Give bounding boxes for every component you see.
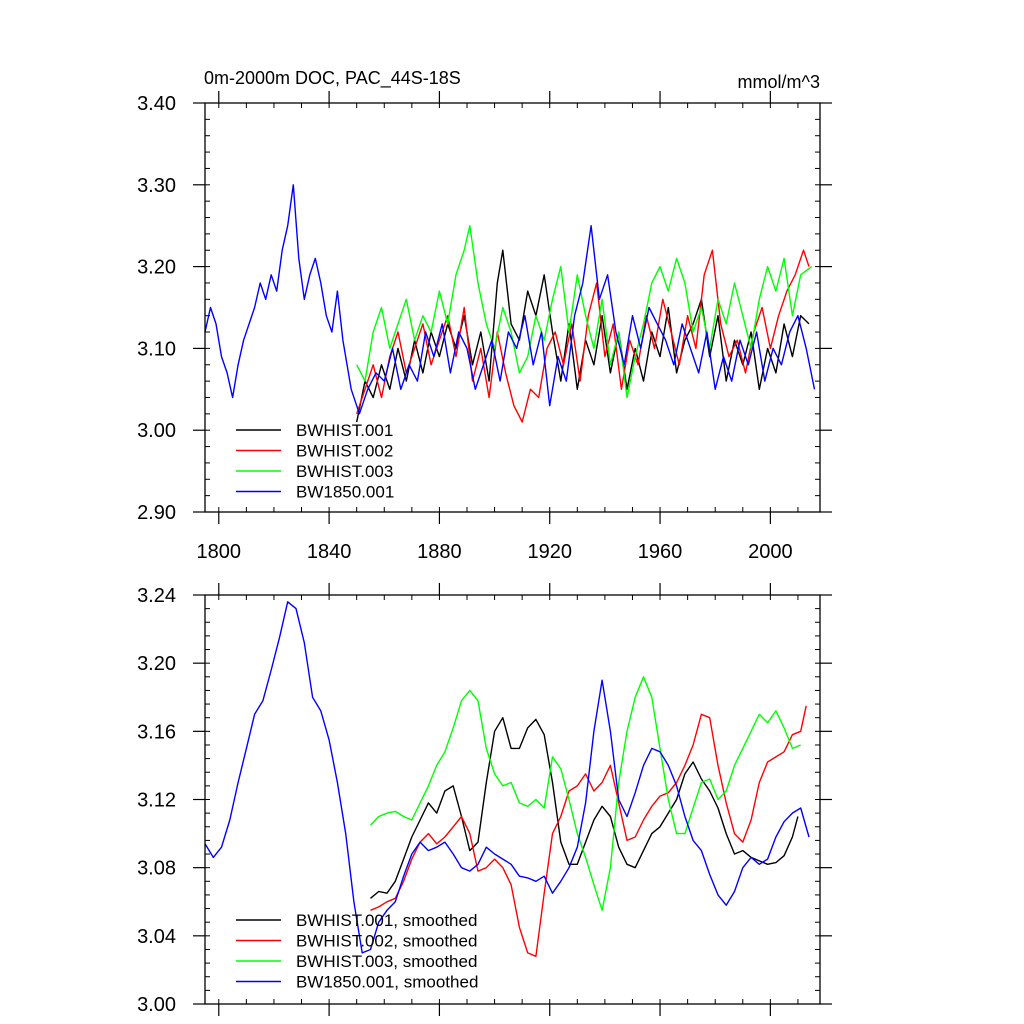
legend-label: BWHIST.002, smoothed <box>296 932 477 951</box>
x-tick-label: 2000 <box>748 541 793 563</box>
plot-frame <box>204 102 821 513</box>
units-label: mmol/m^3 <box>738 72 820 92</box>
y-tick-label: 3.08 <box>137 858 176 880</box>
bottom-panel: 3.00 3.04 3.08 3.12 3.16 3.20 3.24 BWHIST.001, … <box>137 583 832 1016</box>
y-tick-label: 3.30 <box>137 175 176 197</box>
series-line <box>370 705 807 957</box>
x-tick-label: 1840 <box>307 541 352 563</box>
plot-frame <box>204 594 821 1005</box>
y-tick-label: 3.20 <box>137 653 176 675</box>
x-tick-label: 1960 <box>638 541 683 563</box>
series-line <box>356 224 813 399</box>
top-panel: 1800 1840 1880 1920 1960 2000 2.90 3.00 3.10 3.20… <box>137 91 832 563</box>
series-line <box>204 601 810 954</box>
chart-title: 0m-2000m DOC, PAC_44S-18S <box>204 68 461 89</box>
legend-label: BW1850.001, smoothed <box>296 973 478 992</box>
y-tick-label: 3.00 <box>137 994 176 1016</box>
legend-label: BWHIST.003, smoothed <box>296 952 477 971</box>
x-tick-label: 1920 <box>527 541 572 563</box>
y-tick-label: 3.24 <box>137 585 176 607</box>
legend-label: BWHIST.001, smoothed <box>296 911 477 930</box>
y-tick-label: 3.00 <box>137 420 176 442</box>
series-line <box>369 676 801 911</box>
y-tick-label: 3.04 <box>137 926 176 948</box>
series-line <box>204 184 816 415</box>
y-tick-label: 2.90 <box>137 502 176 524</box>
y-tick-label: 3.20 <box>137 257 176 279</box>
series-line <box>370 717 799 899</box>
y-tick-label: 3.10 <box>137 338 176 360</box>
y-tick-label: 3.40 <box>137 93 176 115</box>
legend-label: BWHIST.003 <box>296 462 393 481</box>
x-tick-label: 1880 <box>417 541 462 563</box>
legend-label: BWHIST.001 <box>296 421 393 440</box>
x-tick-label: 1800 <box>197 541 242 563</box>
series-line <box>356 249 810 423</box>
y-tick-label: 3.16 <box>137 721 176 743</box>
legend-label: BWHIST.002 <box>296 442 393 461</box>
legend-label: BW1850.001 <box>296 483 394 502</box>
y-tick-label: 3.12 <box>137 790 176 812</box>
